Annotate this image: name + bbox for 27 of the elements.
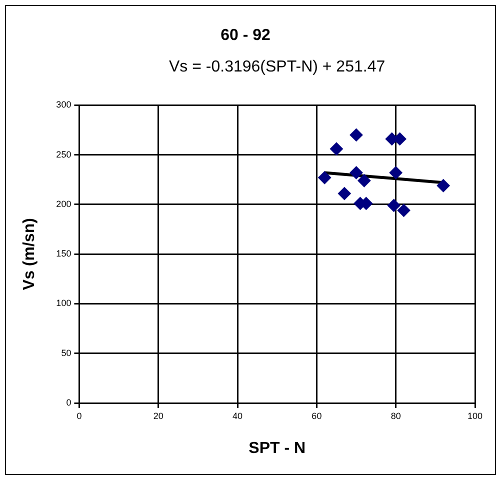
y-tick-label: 200 bbox=[56, 198, 72, 209]
x-tick-label: 40 bbox=[232, 410, 243, 421]
y-axis-title: Vs (m/sn) bbox=[21, 218, 38, 290]
x-tick-label: 100 bbox=[467, 410, 483, 421]
point bbox=[389, 166, 402, 180]
point bbox=[330, 142, 343, 156]
y-tick-label: 150 bbox=[56, 248, 72, 259]
point bbox=[350, 166, 363, 180]
point bbox=[318, 171, 332, 184]
text: Vs = -0.3196(SPT-N) + 251.47 bbox=[169, 58, 386, 76]
point bbox=[358, 174, 371, 188]
y-tick-label: 50 bbox=[61, 348, 72, 358]
x-tick-label: 0 bbox=[76, 410, 82, 421]
point bbox=[436, 179, 450, 192]
point bbox=[338, 187, 351, 200]
chart-title: 60 - 92 bbox=[220, 27, 271, 44]
point bbox=[350, 128, 363, 142]
x-axis-title: SPT - N bbox=[248, 440, 306, 457]
y-tick-label: 250 bbox=[56, 149, 72, 160]
point bbox=[387, 198, 400, 212]
y-tick-label: 100 bbox=[56, 298, 72, 308]
y-tick-label: 300 bbox=[56, 100, 72, 110]
x-tick-label: 60 bbox=[312, 410, 322, 421]
point bbox=[397, 204, 410, 217]
x-tick-label: 20 bbox=[153, 410, 164, 421]
x-tick-label: 80 bbox=[390, 410, 401, 421]
y-tick-label: 0 bbox=[66, 397, 72, 408]
